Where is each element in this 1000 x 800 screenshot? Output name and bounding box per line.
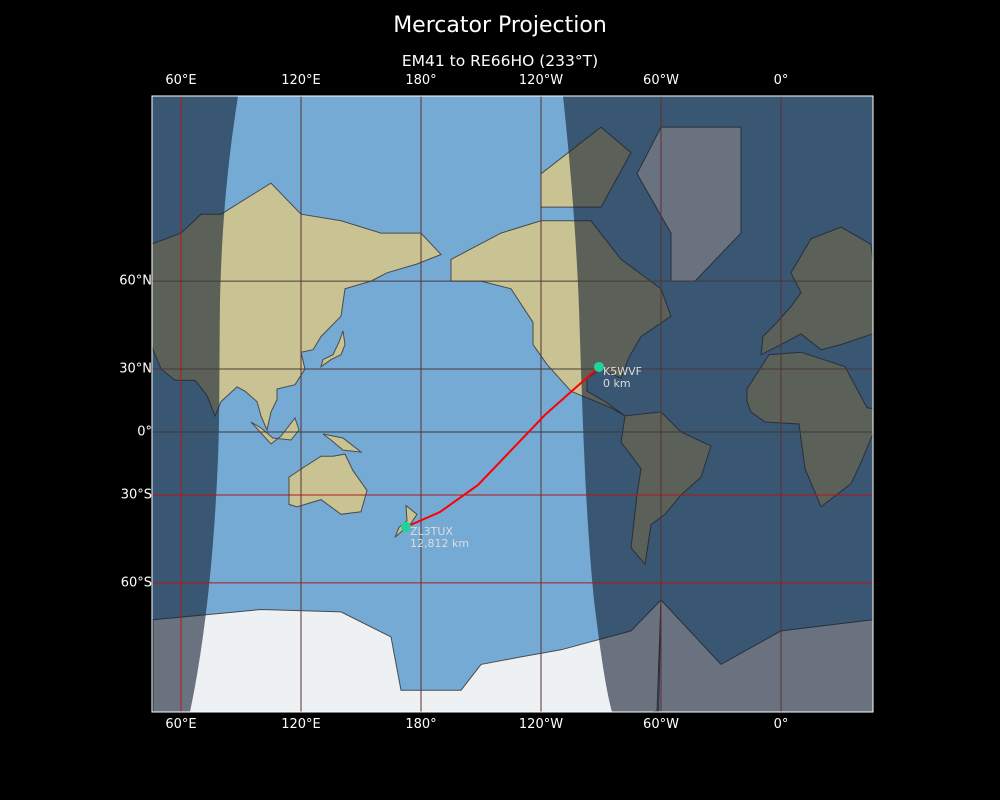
- x-tick-label-bottom: 60°W: [643, 717, 679, 732]
- x-tick-label-bottom: 120°W: [518, 717, 564, 732]
- station-callsign: ZL3TUX: [410, 525, 453, 538]
- x-tick-label-top: 60°W: [643, 73, 679, 88]
- land-borneo-sumatra: [250, 416, 300, 445]
- y-tick-label: 30°N: [119, 361, 152, 377]
- land-asia: [152, 182, 442, 432]
- x-tick-label-top: 0°: [773, 73, 789, 88]
- station-marker[interactable]: [401, 521, 411, 532]
- station-callsign: K5WVF: [603, 365, 642, 378]
- station-distance: 0 km: [603, 377, 631, 390]
- x-tick-label-bottom: 120°E: [281, 717, 321, 732]
- great-circle-path: [405, 366, 600, 528]
- map-subtitle: EM41 to RE66HO (233°T): [401, 52, 599, 70]
- land-new-guinea: [322, 433, 363, 453]
- x-tick-label-bottom: 180°: [405, 717, 437, 732]
- y-tick-label: 30°S: [120, 487, 152, 503]
- x-tick-label-top: 60°E: [165, 73, 197, 88]
- route-layer: [405, 366, 600, 528]
- night-shade-left: [152, 96, 238, 712]
- station-marker[interactable]: [594, 361, 604, 372]
- y-tick-label: 60°N: [119, 273, 152, 289]
- land-australia: [288, 453, 368, 515]
- night-shade-right: [563, 96, 873, 712]
- x-tick-label-top: 180°: [405, 73, 437, 88]
- x-tick-label-top: 120°W: [518, 73, 564, 88]
- station-distance: 12,812 km: [410, 537, 469, 550]
- y-tick-label: 60°S: [120, 575, 152, 591]
- land-new-zealand: [394, 504, 418, 538]
- x-tick-label-bottom: 60°E: [165, 717, 197, 732]
- map-frame: [151, 95, 874, 713]
- y-tick-label: 0°: [137, 424, 152, 440]
- x-tick-label-top: 120°E: [281, 73, 321, 88]
- x-tick-label-bottom: 0°: [773, 717, 789, 732]
- figure-title: Mercator Projection: [393, 13, 607, 38]
- land-japan: [320, 330, 346, 368]
- graticule: [152, 96, 873, 712]
